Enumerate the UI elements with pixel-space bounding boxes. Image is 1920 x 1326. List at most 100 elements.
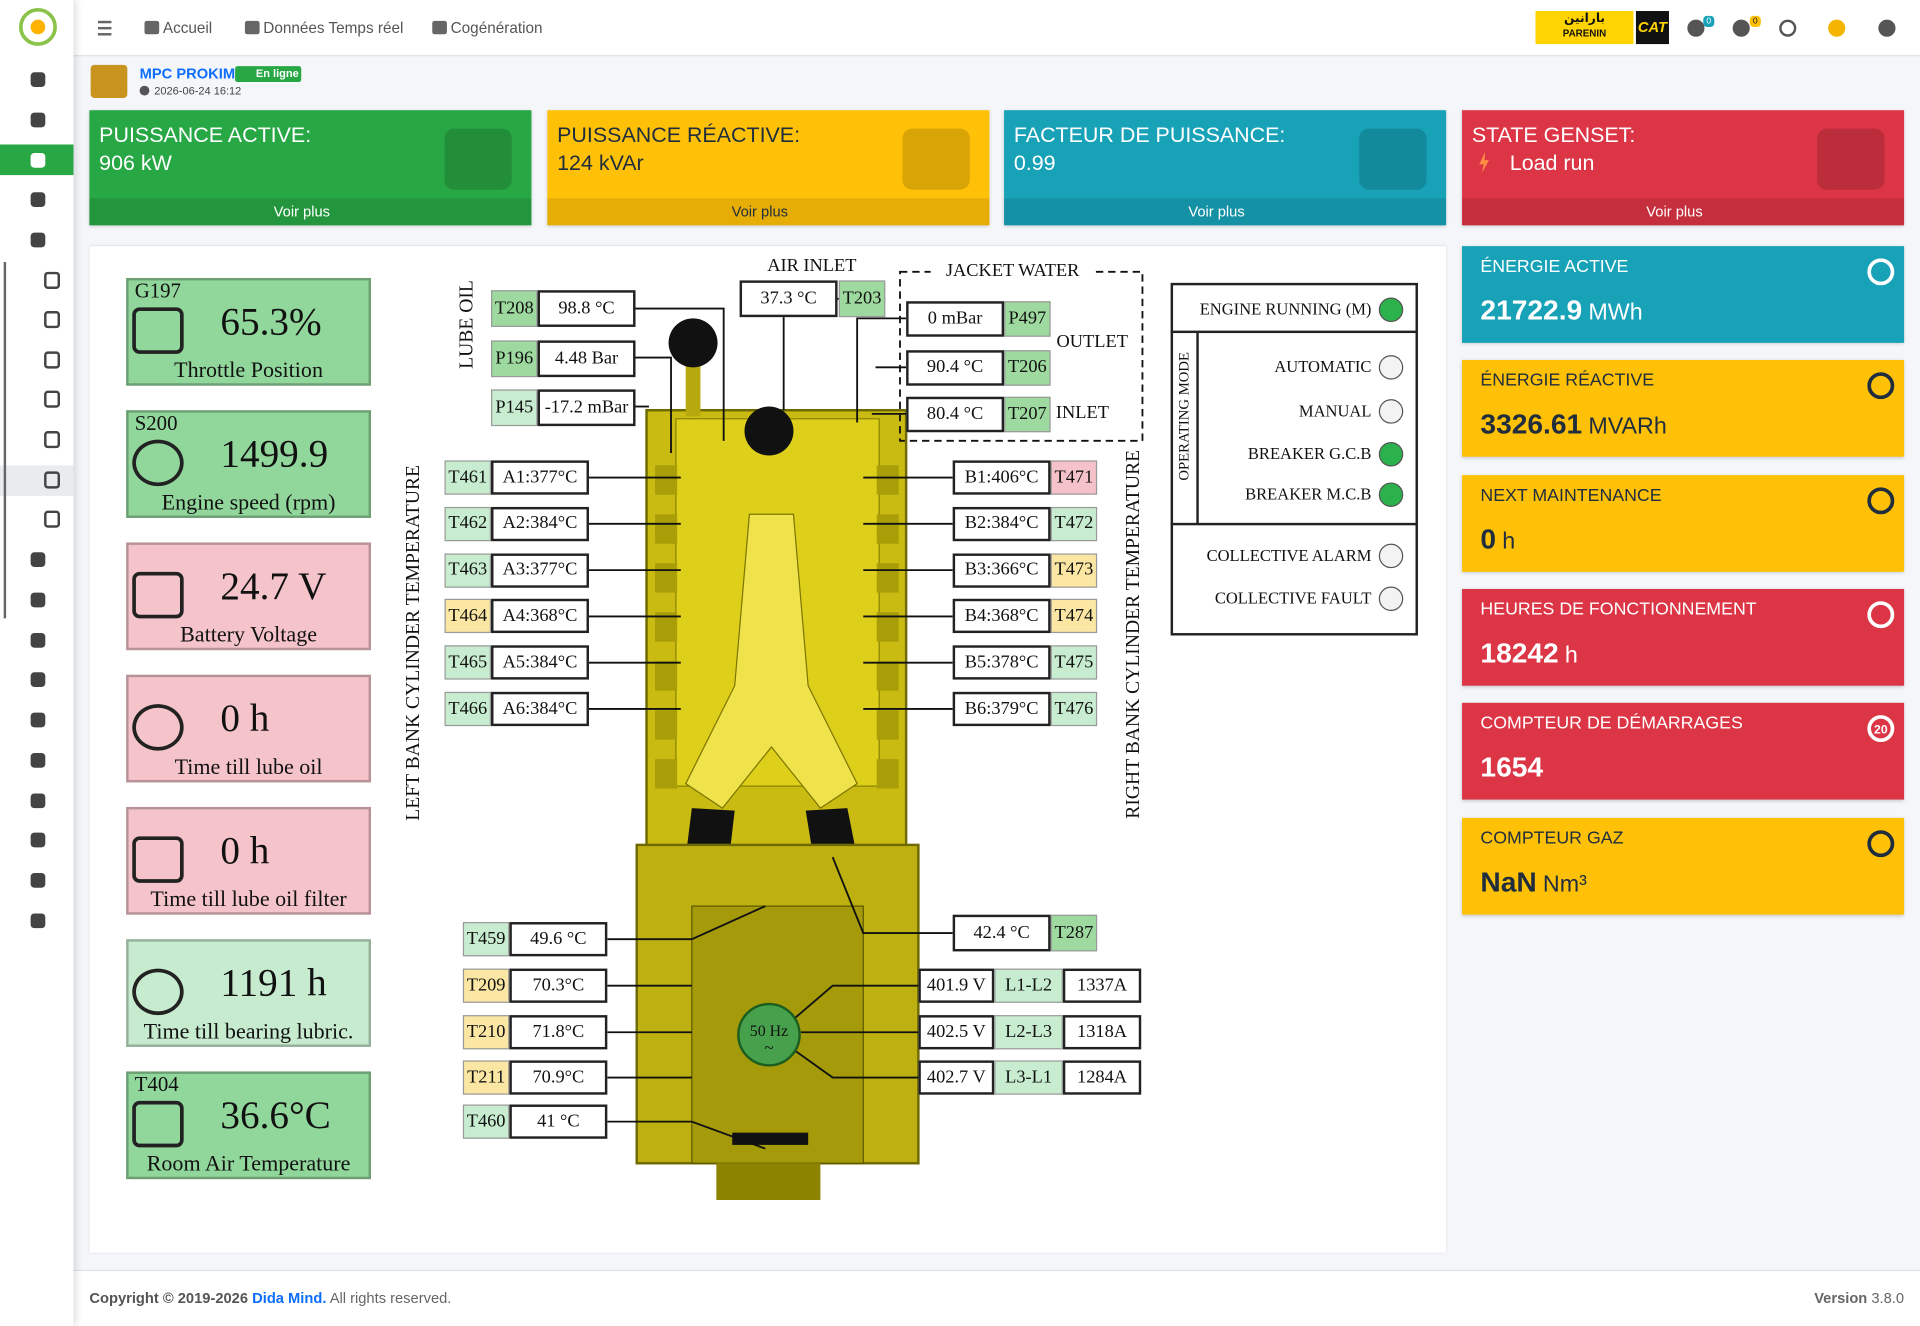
sensor-tag: T206 [1004, 350, 1051, 386]
status-label: ENGINE RUNNING (M) [1199, 300, 1372, 319]
site-image [90, 64, 128, 98]
gauge-value: 36.6°C [220, 1092, 331, 1137]
gauge-tile [126, 1071, 372, 1180]
energy-icon [1867, 487, 1895, 515]
sensor-value: -17.2 mBar [537, 389, 636, 427]
kpi-icon [1359, 128, 1427, 190]
engine-part [655, 710, 678, 740]
sensor-value: 70.9°C [509, 1060, 608, 1095]
kpi-link[interactable]: Voir plus [1646, 203, 1703, 221]
sensor-value: A4:368°C [491, 599, 589, 634]
gauge-tag: T404 [134, 1072, 179, 1096]
energy-icon [1867, 715, 1895, 743]
phase-name: L3-L1 [994, 1060, 1063, 1095]
state-icon [1479, 151, 1489, 173]
engine-part [876, 612, 899, 642]
energy-card [1462, 475, 1905, 572]
nav-link[interactable]: Accueil [162, 19, 213, 37]
status-lamp [1378, 482, 1404, 507]
sidebar-icon [30, 753, 46, 768]
footer-bar [73, 1269, 1920, 1326]
nav-link[interactable]: Cogénération [450, 19, 543, 37]
energy-icon [1867, 830, 1895, 858]
version: 3.8.0 [1871, 1289, 1905, 1307]
engine-part [876, 465, 899, 495]
gauge-label: Room Air Temperature [146, 1151, 351, 1176]
kpi-footer [1004, 198, 1447, 226]
sensor-value: 41 °C [509, 1104, 608, 1139]
sidebar-icon [44, 431, 61, 449]
status-lamp [1378, 543, 1404, 569]
kpi-value: 124 kVAr [557, 150, 644, 176]
kpi-icon [902, 128, 970, 190]
kpi-footer [1462, 198, 1905, 226]
connector-line [789, 984, 919, 1024]
sidebar-icon [30, 112, 46, 128]
engine-part [876, 661, 899, 691]
sensor-tag: T475 [1050, 645, 1098, 680]
kpi-link[interactable]: Voir plus [273, 203, 331, 221]
gauge-label: Battery Voltage [180, 622, 318, 647]
energy-unit: Nm³ [1542, 871, 1587, 898]
menu-icon [97, 33, 112, 36]
phase-current: 1318A [1062, 1015, 1142, 1050]
toolbar-icon [1828, 19, 1846, 37]
sidebar-icon [44, 471, 61, 489]
sensor-tag: T461 [444, 460, 492, 495]
flow-label: INLET [1055, 403, 1109, 424]
sensor-tag: T474 [1050, 599, 1098, 634]
energy-value-row: 18242 h [1480, 636, 1847, 670]
gauge-tag: G197 [134, 279, 181, 303]
energy-card [1462, 702, 1905, 800]
sidebar [0, 0, 74, 1326]
site-name[interactable]: MPC PROKIM [139, 64, 236, 83]
gauge-icon [132, 571, 184, 619]
gauge-label: Time till lube oil [174, 754, 323, 779]
connector-line [789, 1046, 919, 1079]
phase-name: L1-L2 [994, 968, 1063, 1003]
kpi-link[interactable]: Voir plus [1188, 203, 1245, 221]
sensor-value: A5:384°C [491, 645, 589, 680]
sensor-tag: T209 [462, 968, 510, 1003]
sensor-tag: P145 [491, 389, 538, 427]
gauge-icon [132, 836, 184, 883]
gauge-icon [132, 704, 184, 751]
phase-name: L2-L3 [994, 1015, 1063, 1050]
engine-part [876, 759, 899, 789]
footer-left: Copyright © 2019-2026 Dida Mind. All rig… [89, 1288, 701, 1308]
toolbar-icon [1732, 19, 1750, 37]
generator [737, 1002, 801, 1067]
menu-icon [97, 26, 112, 30]
company: Dida Mind. [252, 1289, 327, 1307]
sidebar-icon [30, 793, 46, 809]
footer-right: Version 3.8.0 [1814, 1288, 1904, 1308]
sidebar-icon [30, 232, 46, 248]
status-label: BREAKER M.C.B [1245, 484, 1372, 504]
nav-link[interactable]: Données Temps réel [263, 19, 404, 37]
status-lamp [1378, 442, 1404, 467]
version-label: Version [1814, 1289, 1868, 1307]
gauge-icon [132, 1100, 184, 1148]
site-timestamp: 2026-06-24 16:12 [154, 84, 242, 97]
kpi-card [89, 110, 532, 226]
sensor-value: A1:377°C [491, 460, 589, 495]
gauge-value: 24.7 V [220, 563, 327, 608]
sensor-value: 90.4 °C [906, 350, 1005, 386]
kpi-footer [547, 198, 990, 226]
kpi-link[interactable]: Voir plus [731, 203, 788, 221]
connector-line [831, 856, 953, 934]
sensor-tag: P497 [1004, 301, 1051, 337]
sensor-tag: T466 [444, 691, 492, 727]
energy-value: 18242 [1480, 636, 1559, 669]
partner-arabic: بارانين [1563, 12, 1606, 26]
sensor-value: 42.4 °C [952, 914, 1051, 952]
energy-unit: h [1502, 528, 1516, 555]
energy-title: ÉNERGIE RÉACTIVE [1480, 371, 1655, 391]
toolbar-icon [1779, 19, 1797, 37]
sidebar-icon [44, 390, 61, 408]
connector-line [635, 356, 672, 454]
engine-part [744, 406, 794, 456]
sensor-value: B1:406°C [952, 460, 1051, 495]
